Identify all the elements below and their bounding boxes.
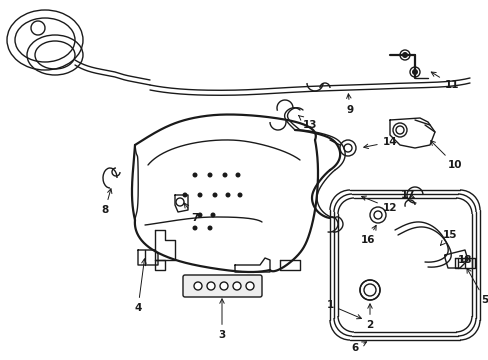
- Text: 18: 18: [457, 255, 471, 265]
- Text: 13: 13: [298, 115, 317, 130]
- Circle shape: [210, 212, 215, 217]
- Circle shape: [235, 172, 240, 177]
- Circle shape: [182, 193, 187, 198]
- Circle shape: [399, 50, 409, 60]
- Circle shape: [232, 282, 241, 290]
- Circle shape: [192, 172, 197, 177]
- Circle shape: [220, 282, 227, 290]
- Circle shape: [409, 67, 419, 77]
- Circle shape: [237, 193, 242, 198]
- Circle shape: [222, 172, 227, 177]
- Text: 14: 14: [363, 137, 397, 149]
- Circle shape: [206, 282, 215, 290]
- Circle shape: [225, 193, 230, 198]
- Text: 15: 15: [440, 230, 456, 245]
- Circle shape: [194, 282, 202, 290]
- Text: 11: 11: [430, 72, 458, 90]
- Circle shape: [212, 193, 217, 198]
- Circle shape: [197, 193, 202, 198]
- Text: 17: 17: [400, 190, 414, 200]
- FancyBboxPatch shape: [183, 275, 262, 297]
- Text: 8: 8: [101, 189, 112, 215]
- Circle shape: [197, 212, 202, 217]
- Text: 4: 4: [134, 259, 146, 313]
- Circle shape: [192, 225, 197, 230]
- Circle shape: [401, 52, 407, 58]
- Circle shape: [207, 225, 212, 230]
- Text: 5: 5: [466, 268, 488, 305]
- Text: 12: 12: [361, 196, 396, 213]
- Text: 1: 1: [325, 300, 361, 319]
- Text: 7: 7: [184, 203, 198, 223]
- Circle shape: [207, 172, 212, 177]
- Text: 2: 2: [366, 304, 373, 330]
- Text: 3: 3: [218, 299, 225, 340]
- Text: 10: 10: [430, 141, 461, 170]
- Text: 9: 9: [346, 94, 353, 115]
- Text: 6: 6: [351, 342, 366, 353]
- Text: 16: 16: [360, 225, 375, 245]
- Circle shape: [411, 69, 417, 75]
- Circle shape: [245, 282, 253, 290]
